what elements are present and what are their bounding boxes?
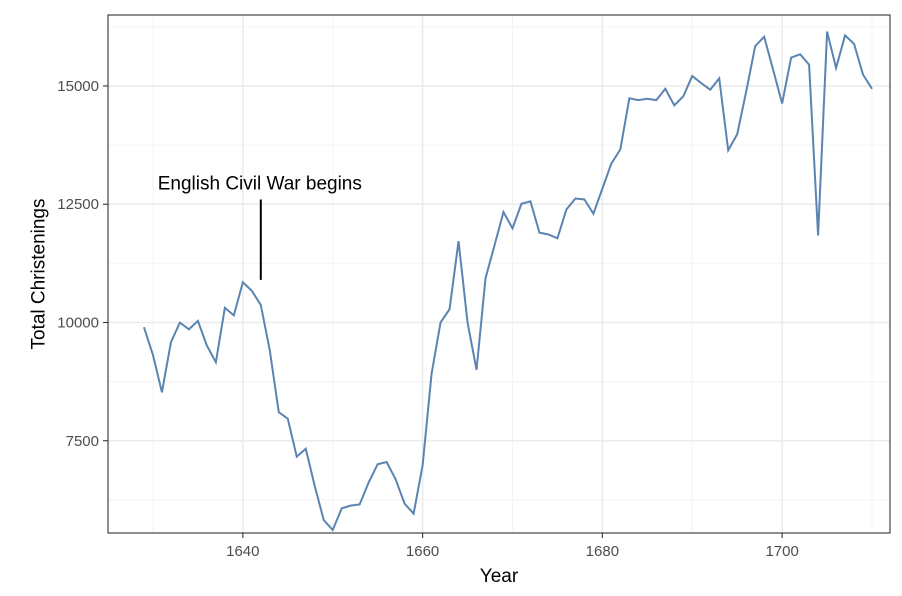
y-axis-title: Total Christenings [29, 198, 50, 349]
plot-panel-border [107, 14, 891, 534]
y-tick-label: 10000 [57, 314, 99, 331]
x-axis-title: Year [480, 566, 519, 587]
y-tick-label: 12500 [57, 196, 99, 213]
x-tick-label: 1640 [226, 543, 259, 560]
christenings-series-line [142, 31, 873, 532]
x-tick-label: 1660 [406, 543, 439, 560]
y-tick-label: 15000 [57, 78, 99, 95]
minor-gridlines [108, 15, 890, 533]
x-axis-ticks: 1640 1660 1680 1700 [226, 533, 799, 560]
x-tick-label: 1700 [765, 543, 798, 560]
civil-war-annotation-label: English Civil War begins [158, 173, 362, 194]
y-axis-ticks: 7500 10000 12500 15000 [57, 78, 108, 450]
major-gridlines [108, 15, 890, 533]
x-tick-label: 1680 [586, 543, 619, 560]
y-tick-label: 7500 [66, 433, 99, 450]
